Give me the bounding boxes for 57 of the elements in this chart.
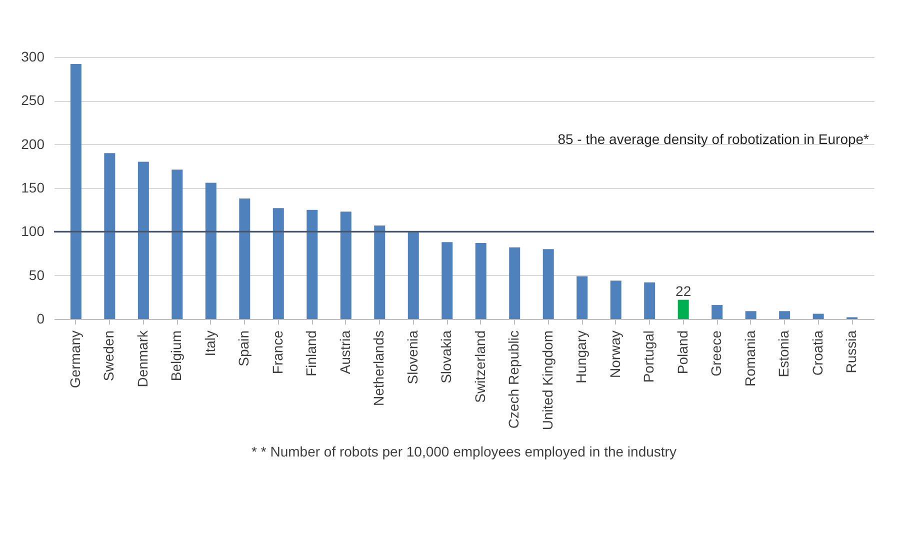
bar <box>779 311 790 319</box>
x-tick-label: Switzerland <box>472 330 488 403</box>
y-tick-label: 100 <box>21 223 45 240</box>
bar <box>812 314 824 319</box>
y-tick-label: 0 <box>36 310 45 326</box>
y-tick-label: 50 <box>28 266 45 283</box>
y-tick-label: 200 <box>21 136 45 152</box>
bar <box>644 282 656 319</box>
bar <box>306 210 318 319</box>
x-tick-label: Portugal <box>640 330 657 383</box>
bar <box>745 311 756 319</box>
y-tick-label: 300 <box>21 48 45 64</box>
x-tick-label: Slovenia <box>404 330 420 384</box>
bar <box>475 243 486 319</box>
x-tick-label: Sweden <box>100 330 117 382</box>
bar <box>678 300 689 319</box>
data-label: 22 <box>676 282 692 299</box>
bar <box>576 276 588 319</box>
bar <box>172 170 183 319</box>
bar <box>442 242 453 319</box>
bar <box>374 226 386 319</box>
x-tick-label: Czech Republic <box>506 330 522 429</box>
x-tick-label: Finland <box>303 330 320 376</box>
x-tick-label: Poland <box>674 330 690 374</box>
y-tick-label: 250 <box>21 92 45 108</box>
x-tick-label: Norway <box>606 330 623 378</box>
bar <box>272 208 284 319</box>
x-tick-label: Hungary <box>573 330 590 384</box>
annotation: 85 - the average density of robotization in Europe* <box>558 131 870 147</box>
bar <box>408 232 419 319</box>
x-tick-label: Estonia <box>776 330 792 378</box>
x-tick-label: Croatia <box>809 330 826 376</box>
x-tick-label: Italy <box>202 330 218 356</box>
bar <box>138 162 149 319</box>
x-tick-label: Slovakia <box>438 330 454 384</box>
x-tick-label: United Kingdom <box>539 330 556 430</box>
x-tick-label: Netherlands <box>370 330 387 406</box>
y-tick-label: 150 <box>21 180 45 196</box>
x-tick-label: Germany <box>66 330 83 388</box>
x-tick-label: France <box>269 330 286 374</box>
bar <box>509 247 520 319</box>
x-tick-label: Austria <box>336 330 353 374</box>
bar <box>239 198 250 319</box>
x-tick-label: Spain <box>236 330 252 366</box>
bar <box>205 182 216 319</box>
bar <box>340 212 352 319</box>
bar <box>610 280 622 319</box>
x-tick-label: Romania <box>742 330 758 387</box>
x-tick-label: Belgium <box>168 330 184 382</box>
bar <box>70 64 82 319</box>
bar <box>712 305 723 319</box>
bar <box>104 153 116 319</box>
x-tick-label: Russia <box>843 330 860 374</box>
text: * * Number of robots per 10,000 employees employed in the industry <box>252 444 676 460</box>
x-tick-label: Greece <box>708 330 724 376</box>
x-tick-label: Denmark <box>134 330 150 388</box>
bar <box>542 249 554 319</box>
